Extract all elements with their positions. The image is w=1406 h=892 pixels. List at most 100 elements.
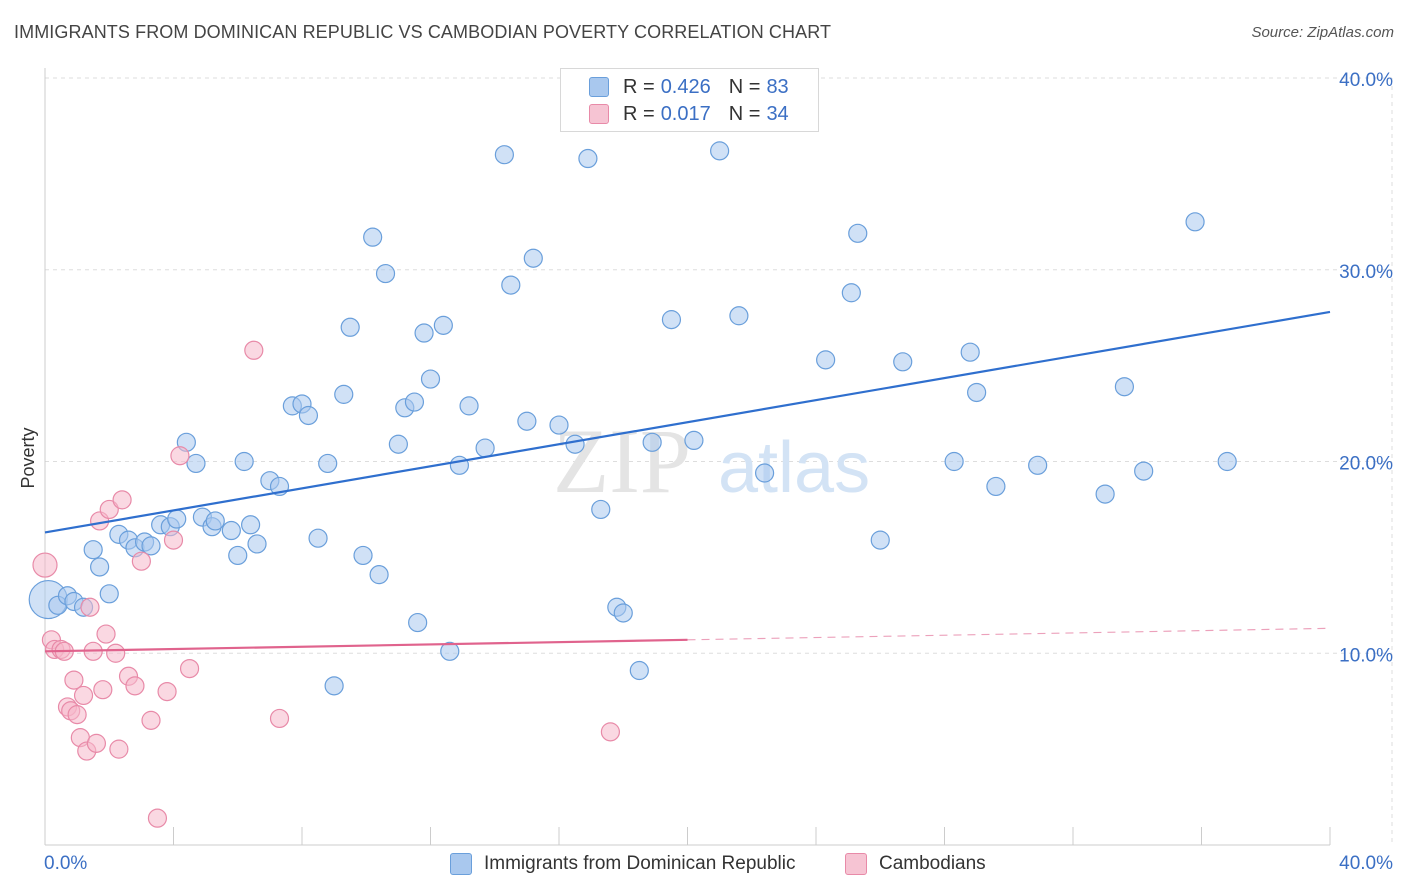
- data-point: [241, 515, 261, 535]
- series-cambodian-points: [32, 340, 621, 828]
- data-point: [163, 530, 184, 550]
- legend-item-cambodian: Cambodians: [845, 851, 986, 877]
- data-point: [205, 511, 225, 531]
- data-point: [363, 227, 383, 247]
- data-point: [1114, 377, 1135, 397]
- data-point: [125, 676, 145, 696]
- watermark: ZIP atlas: [553, 410, 870, 512]
- watermark-zip: ZIP: [553, 410, 691, 512]
- data-point: [90, 557, 110, 577]
- data-point: [549, 415, 569, 435]
- data-point: [73, 685, 94, 706]
- y-tick-label: 40.0%: [1339, 70, 1393, 91]
- data-point: [375, 263, 396, 284]
- data-point: [433, 315, 453, 335]
- data-point: [1217, 451, 1237, 472]
- data-point: [99, 499, 119, 520]
- legend-r-value: 0.426: [660, 75, 711, 98]
- data-point: [420, 369, 441, 389]
- data-point: [565, 434, 585, 454]
- legend-n-value: 34: [766, 102, 789, 125]
- data-point: [247, 534, 267, 554]
- data-point: [369, 565, 389, 585]
- data-point: [93, 680, 113, 700]
- legend-row-cambodian: R = 0.017 N = 34: [589, 102, 795, 126]
- data-point: [157, 681, 177, 702]
- data-point: [106, 643, 126, 663]
- data-point: [404, 392, 425, 412]
- data-point: [340, 317, 360, 337]
- data-point: [754, 463, 775, 483]
- series-dominican-points: [28, 141, 1237, 696]
- data-point: [353, 545, 373, 566]
- data-point: [1095, 484, 1115, 504]
- data-point: [269, 708, 290, 729]
- regression-lines: [44, 310, 1331, 653]
- data-point: [449, 455, 470, 475]
- data-point: [600, 722, 621, 742]
- data-point: [234, 451, 254, 472]
- data-point: [629, 660, 649, 681]
- data-point: [221, 520, 241, 541]
- data-point: [501, 275, 521, 295]
- legend-r-value: 0.017: [660, 102, 711, 125]
- data-point: [109, 739, 129, 759]
- data-point: [517, 411, 537, 431]
- data-point: [986, 476, 1006, 497]
- data-point: [841, 283, 861, 303]
- data-point: [324, 676, 344, 696]
- data-point: [893, 352, 913, 372]
- legend-r-label: R =: [623, 75, 655, 98]
- legend-swatch-pink: [589, 104, 609, 124]
- x-tick-label: 0.0%: [44, 853, 87, 874]
- y-axis-label: Poverty: [18, 427, 38, 488]
- y-tick-label: 20.0%: [1339, 454, 1393, 475]
- legend-item-dominican: Immigrants from Dominican Republic: [450, 851, 796, 877]
- regression-line: [44, 638, 688, 653]
- data-point: [147, 808, 168, 828]
- data-point: [67, 705, 87, 725]
- legend-r-label: R =: [623, 102, 655, 125]
- data-point: [613, 603, 633, 623]
- source-credit: Source: ZipAtlas.com: [1251, 24, 1394, 41]
- data-point: [86, 733, 107, 753]
- data-point: [179, 658, 200, 679]
- legend-label-dominican: Immigrants from Dominican Republic: [484, 853, 796, 874]
- legend-row-dominican: R = 0.426 N = 83: [589, 75, 795, 99]
- data-point: [816, 350, 836, 370]
- data-point: [318, 453, 338, 474]
- legend-label-cambodian: Cambodians: [879, 853, 986, 874]
- data-point: [459, 396, 479, 416]
- legend-n-label: N =: [728, 102, 761, 125]
- regression-line: [44, 310, 1331, 534]
- data-point: [1028, 455, 1048, 475]
- x-tick-label: 40.0%: [1339, 853, 1393, 874]
- data-point: [848, 223, 868, 243]
- data-point: [523, 248, 543, 268]
- data-point: [80, 597, 100, 617]
- data-point: [1134, 461, 1154, 481]
- data-point: [298, 405, 319, 426]
- data-point: [967, 382, 987, 403]
- legend-n-value: 83: [766, 75, 789, 98]
- data-point: [99, 584, 119, 604]
- legend-n-label: N =: [728, 75, 761, 98]
- data-point: [661, 310, 682, 330]
- data-point: [244, 340, 264, 360]
- data-point: [388, 434, 408, 454]
- data-point: [414, 323, 434, 343]
- data-point: [578, 148, 598, 169]
- grid-lines: [45, 77, 1393, 845]
- data-point: [32, 552, 58, 578]
- data-point: [1185, 212, 1205, 232]
- correlation-legend: R = 0.426 N = 83 R = 0.017 N = 34: [560, 68, 819, 132]
- data-point: [64, 670, 84, 690]
- data-point: [334, 384, 354, 404]
- data-point: [131, 551, 151, 571]
- data-point: [684, 430, 704, 451]
- data-point: [112, 490, 132, 510]
- data-point: [167, 509, 187, 529]
- data-point: [228, 545, 248, 566]
- data-point: [729, 306, 749, 326]
